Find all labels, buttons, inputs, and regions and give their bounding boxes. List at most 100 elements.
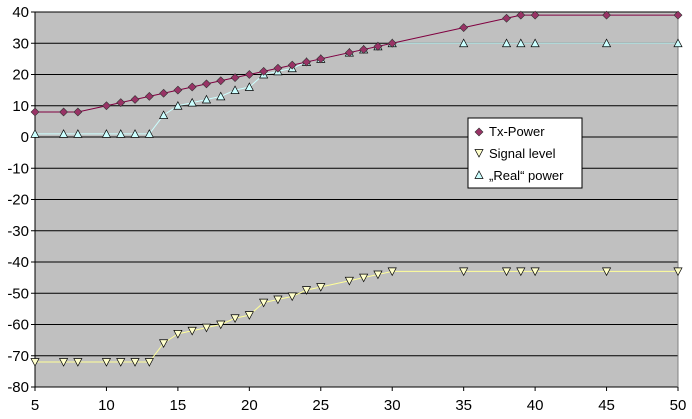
data-point <box>373 41 383 51</box>
data-point <box>144 358 154 367</box>
data-point <box>359 273 369 283</box>
data-point <box>387 267 397 277</box>
data-point <box>73 107 83 117</box>
x-tick-label: 45 <box>598 397 615 414</box>
data-point <box>130 95 140 104</box>
data-point <box>230 314 240 323</box>
data-point <box>316 54 326 64</box>
data-point <box>144 91 154 101</box>
y-tick-label: -50 <box>7 285 29 302</box>
data-point <box>344 48 354 58</box>
data-point <box>259 66 269 76</box>
data-point <box>101 129 112 138</box>
legend-box <box>467 117 583 189</box>
data-point <box>244 70 254 79</box>
legend-marker-shape <box>474 149 484 158</box>
series-markers-0 <box>30 10 683 117</box>
data-point <box>459 38 469 48</box>
data-point <box>244 311 254 320</box>
data-point <box>116 98 126 108</box>
legend-label-tx-power: Tx-Power <box>489 124 545 139</box>
data-point <box>530 10 540 20</box>
data-point <box>30 129 40 138</box>
y-tick-label: 20 <box>12 67 29 84</box>
x-tick-label: 50 <box>670 397 687 414</box>
data-point <box>316 283 326 292</box>
data-point <box>530 267 540 277</box>
x-axis-tick-labels: 5 10 15 20 25 30 35 40 45 50 <box>31 387 687 414</box>
data-point <box>387 38 397 48</box>
data-point <box>59 107 69 117</box>
data-point <box>173 85 183 95</box>
data-point <box>673 38 683 48</box>
y-tick-label: -30 <box>7 223 29 240</box>
data-point <box>216 91 226 101</box>
y-tick-label: -70 <box>7 348 29 365</box>
y-tick-label: -20 <box>7 192 29 209</box>
legend-label-signal-level: Signal level <box>489 146 556 161</box>
data-point <box>58 358 69 367</box>
data-point <box>501 38 512 48</box>
x-tick-label: 35 <box>455 397 472 414</box>
data-point <box>273 295 283 305</box>
data-point <box>201 94 212 104</box>
data-point <box>73 358 83 367</box>
data-point <box>187 82 197 92</box>
data-point <box>130 129 140 138</box>
legend-marker-diamond <box>474 127 484 137</box>
y-tick-label: 30 <box>12 35 29 52</box>
series-markers <box>30 10 683 367</box>
data-point <box>516 267 526 277</box>
data-point <box>216 76 226 86</box>
data-point <box>58 129 69 138</box>
data-point <box>116 129 126 138</box>
data-point <box>159 339 169 348</box>
data-point <box>530 38 540 48</box>
y-tick-label: 10 <box>12 98 29 115</box>
data-point <box>187 326 197 336</box>
data-point <box>516 10 526 20</box>
data-point <box>459 267 469 277</box>
x-tick-label: 20 <box>241 397 258 414</box>
x-tick-label: 40 <box>527 397 544 414</box>
data-point <box>144 129 154 138</box>
data-point <box>516 38 526 48</box>
x-tick-label: 25 <box>312 397 329 414</box>
x-tick-label: 15 <box>170 397 187 414</box>
data-point <box>273 63 283 73</box>
data-point <box>173 101 183 110</box>
x-tick-label: 30 <box>384 397 401 414</box>
data-point <box>302 57 311 67</box>
data-point <box>601 38 612 48</box>
legend-item-tx-power: Tx-Power <box>474 124 545 139</box>
y-axis-tick-labels: -80 -70 -60 -50 -40 -30 -20 -10 0 10 20 30 40 <box>7 4 35 396</box>
data-point <box>673 267 683 277</box>
data-point <box>202 79 211 89</box>
x-tick-label: 10 <box>98 397 115 414</box>
data-point <box>159 88 169 98</box>
data-point <box>216 320 226 330</box>
data-point <box>344 276 354 286</box>
gridlines <box>35 11 678 388</box>
series-markers-1 <box>30 267 683 367</box>
data-point <box>101 358 112 367</box>
legend-item-real-power: „Real“ power <box>474 168 564 183</box>
legend: Tx-Power Signal level „Real“ power <box>467 117 583 189</box>
data-point <box>502 13 511 23</box>
data-point <box>259 298 269 308</box>
data-point <box>373 270 383 280</box>
data-point <box>187 97 197 107</box>
legend-marker-triangle-down <box>474 149 484 158</box>
data-point <box>287 292 297 302</box>
data-point <box>230 73 240 83</box>
legend-marker-shape <box>474 170 484 179</box>
data-point <box>230 85 240 94</box>
data-point <box>30 358 40 367</box>
data-point <box>116 358 126 367</box>
data-point <box>673 10 683 20</box>
data-point <box>287 60 297 70</box>
data-point <box>130 358 140 367</box>
legend-marker-shape <box>474 127 484 137</box>
y-tick-label: -40 <box>7 254 29 271</box>
